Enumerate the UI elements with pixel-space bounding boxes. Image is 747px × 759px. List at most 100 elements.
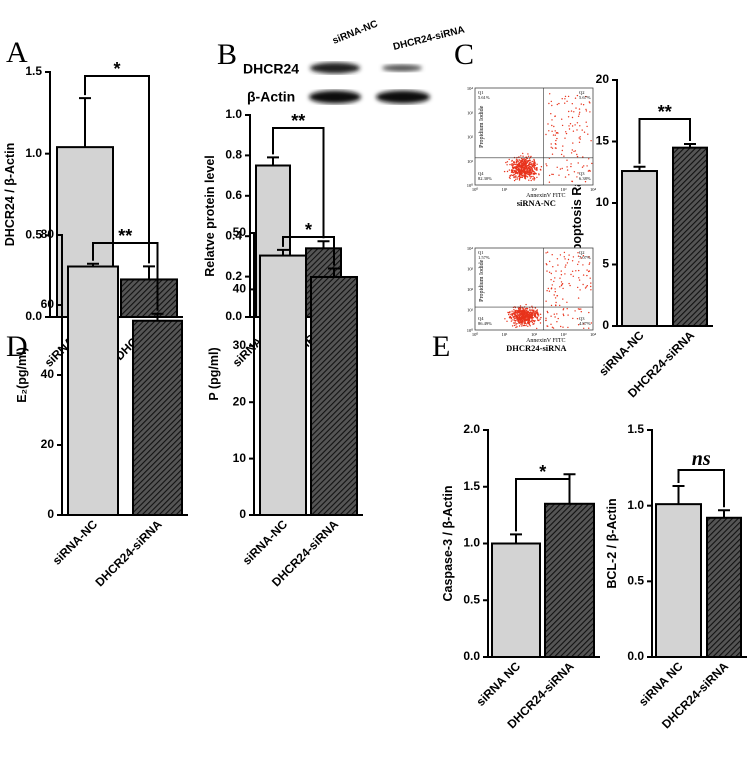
flow-dot	[579, 136, 581, 138]
flow-dot	[556, 103, 558, 106]
flow-dot	[551, 119, 553, 121]
flow-dot	[510, 320, 513, 322]
flow-dot	[568, 282, 570, 285]
significance-label: **	[118, 226, 132, 246]
y-tick-label: 1.5	[463, 479, 480, 493]
quadrant-percent: 6.38%	[579, 176, 591, 181]
flow-dot	[519, 319, 522, 321]
flow-dot	[580, 311, 582, 313]
y-tick-label: 1.0	[225, 107, 242, 121]
flow-dot	[565, 264, 567, 266]
flow-dot	[524, 310, 526, 312]
flow-dot	[533, 173, 536, 175]
error-bar	[684, 142, 696, 148]
flow-dot	[516, 326, 518, 328]
flow-dot	[520, 155, 522, 157]
flow-dot	[523, 169, 525, 172]
flow-dot	[503, 170, 506, 173]
flow-dot	[554, 147, 557, 149]
flow-dot	[515, 178, 517, 180]
y-axis-label: Caspase-3 / β-Actin	[441, 486, 455, 602]
y-tick-label: 40	[41, 367, 55, 381]
flow-dot	[569, 123, 572, 125]
flow-dot	[514, 176, 517, 178]
flow-dot	[567, 314, 569, 316]
error-bar	[317, 240, 330, 249]
flow-dot	[559, 277, 561, 279]
flow-dot	[545, 317, 547, 319]
flow-dot	[550, 100, 552, 103]
flow-dot	[550, 304, 553, 307]
flow-dot	[512, 315, 514, 318]
flow-dot	[530, 311, 533, 313]
bar	[544, 502, 595, 658]
flow-dot	[518, 317, 520, 319]
flow-dot	[545, 300, 547, 302]
flow-dot	[526, 171, 529, 173]
flow-dot	[577, 255, 580, 257]
flow-dot	[554, 288, 556, 290]
flow-dot	[566, 301, 568, 303]
flow-dot	[527, 325, 529, 327]
flow-dot	[527, 153, 529, 155]
flow-dot	[585, 121, 587, 123]
y-tick-label: 20	[41, 437, 55, 451]
flow-dot	[523, 320, 525, 322]
y-tick-label: 20	[233, 394, 247, 408]
flow-dot	[551, 130, 553, 132]
flow-dot	[516, 176, 518, 178]
flow-dot	[560, 153, 563, 156]
flow-dot	[521, 170, 523, 172]
flow-dot	[514, 309, 516, 312]
flow-dot	[511, 169, 513, 171]
flow-dot	[521, 318, 523, 320]
flow-dot	[522, 165, 524, 167]
significance-label: *	[539, 462, 546, 482]
flow-dot	[564, 176, 567, 178]
flow-dot	[524, 174, 527, 176]
flow-dot	[554, 316, 556, 318]
flow-dot	[551, 284, 553, 286]
flow-dot	[518, 309, 521, 311]
flow-dot	[516, 315, 519, 318]
flow-x-tick: 10¹	[502, 332, 509, 337]
flow-dot	[555, 301, 557, 304]
flow-dot	[531, 305, 533, 307]
flow-dot	[514, 322, 516, 324]
flow-dot	[515, 170, 517, 172]
flow-dot	[523, 323, 525, 325]
flow-dot	[572, 130, 575, 132]
flow-dot	[568, 110, 570, 113]
flow-dot	[531, 307, 534, 309]
flow-dot	[531, 314, 533, 316]
flow-dot	[527, 321, 529, 323]
flow-dot	[529, 321, 531, 323]
flow-dot	[580, 103, 582, 105]
flow-dot	[564, 137, 566, 139]
flow-dot	[559, 286, 561, 288]
flow-dot	[525, 164, 527, 166]
bar	[491, 542, 541, 658]
flow-dot	[572, 275, 574, 277]
flow-dot	[519, 321, 521, 323]
flow-dot	[577, 115, 580, 118]
flow-dot	[514, 167, 517, 169]
flow-dot	[571, 270, 574, 272]
y-axis-label: DHCR24 / β-Actin	[3, 143, 17, 246]
flow-dot	[556, 258, 559, 260]
flow-dot	[521, 176, 524, 179]
flow-dot	[511, 312, 513, 314]
flow-dot	[536, 327, 538, 330]
significance-bracket	[515, 478, 571, 532]
flow-dot	[550, 288, 553, 290]
flow-dot	[504, 318, 506, 320]
flow-dot	[520, 172, 522, 174]
flow-dot	[579, 125, 581, 127]
error-bar	[672, 484, 685, 505]
flow-dot	[513, 324, 516, 327]
quadrant-name: Q1	[478, 90, 484, 95]
significance-bracket	[282, 236, 335, 266]
flow-dot	[530, 167, 532, 169]
flow-dot	[573, 111, 575, 113]
